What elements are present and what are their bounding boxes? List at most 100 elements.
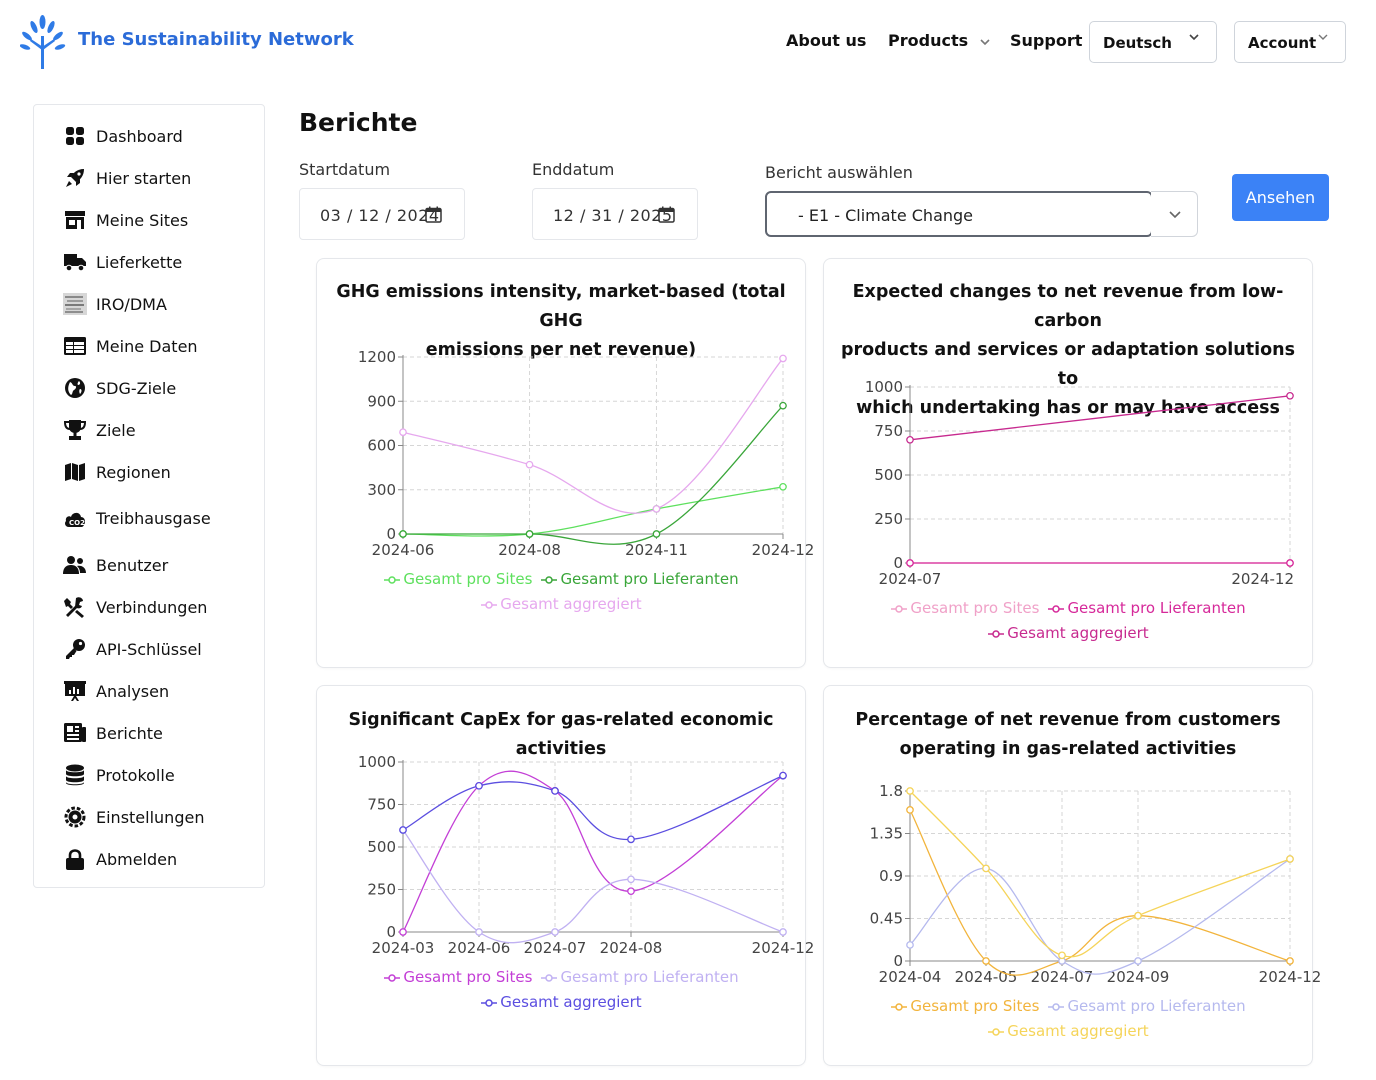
legend-item[interactable]: Gesamt pro Lieferanten [1047,994,1246,1019]
sidebar-item-meine-sites[interactable]: Meine Sites [62,207,188,233]
data-point[interactable] [652,505,661,513]
brand-name[interactable]: The Sustainability Network [78,29,354,50]
globe-icon [62,377,88,399]
chart-title: Percentage of net revenue from customers… [834,706,1302,764]
series-path [402,405,784,545]
data-point[interactable] [1058,951,1066,960]
data-point[interactable] [551,787,559,795]
sidebar-item-verbindungen[interactable]: Verbindungen [62,594,207,620]
view-report-button[interactable]: Ansehen [1232,174,1329,221]
legend-item[interactable]: Gesamt aggregiert [987,621,1149,646]
chart-grid [909,386,1291,564]
data-point[interactable] [906,559,914,567]
sidebar-item-label: Ziele [96,420,136,440]
data-point[interactable] [906,435,914,444]
data-point[interactable] [399,826,407,834]
data-point[interactable] [779,482,787,491]
nav-about-us[interactable]: About us [786,31,867,50]
sidebar-item-treibhausgase[interactable]: CO2 Treibhausgase [62,505,211,531]
legend-item[interactable]: Gesamt pro Lieferanten [1047,596,1246,621]
language-select[interactable]: Deutsch [1089,21,1217,63]
sidebar-item-protokolle[interactable]: Protokolle [62,762,175,788]
data-point[interactable] [525,460,534,469]
series-path [402,775,784,841]
data-point[interactable] [627,875,635,884]
sidebar-item-regionen[interactable]: Regionen [62,459,171,485]
sidebar-item-benutzer[interactable]: Benutzer [62,552,168,578]
chart-title: GHG emissions intensity, market-based (t… [327,278,795,365]
data-point[interactable] [551,928,559,936]
legend-item[interactable]: Gesamt aggregiert [480,990,642,1015]
legend-item[interactable]: Gesamt pro Sites [890,994,1039,1019]
data-point[interactable] [1286,559,1294,567]
report-select-toggle[interactable] [1151,191,1198,237]
sidebar-item-ziele[interactable]: Ziele [62,417,136,443]
legend-label: Gesamt aggregiert [1007,1022,1149,1040]
nav-products[interactable]: Products [888,31,991,50]
sidebar-item-meine-daten[interactable]: Meine Daten [62,333,198,359]
nav-support[interactable]: Support [1010,31,1083,50]
legend-item[interactable]: Gesamt pro Sites [383,965,532,990]
report-select[interactable]: - E1 - Climate Change [765,191,1153,237]
data-point[interactable] [779,928,787,936]
data-point[interactable] [982,957,990,965]
legend-item[interactable]: Gesamt aggregiert [987,1019,1149,1044]
sidebar-item-sdg-ziele[interactable]: SDG-Ziele [62,375,176,401]
account-menu[interactable]: Account [1234,21,1346,63]
sidebar-item-analysen[interactable]: Analysen [62,678,169,704]
table-icon [62,335,88,357]
y-tick-label: 0 [893,554,903,572]
data-point[interactable] [627,835,635,844]
x-tick-label: 2024-12 [1231,570,1294,588]
chart-card-ghg-intensity: GHG emissions intensity, market-based (t… [316,258,815,668]
sidebar-item-iro-dma[interactable]: IRO/DMA [62,291,167,317]
data-point[interactable] [1286,957,1294,965]
data-point[interactable] [475,928,483,936]
sidebar-item-abmelden[interactable]: Abmelden [62,846,177,872]
line-chart: 0 300 600 900 1200 2024-06 2024-08 2024-11 2024-… [358,348,815,559]
data-point[interactable] [906,787,914,795]
data-point[interactable] [1134,911,1142,920]
start-date-input[interactable]: 03 / 12 / 2024 [299,188,465,240]
trophy-icon [62,419,88,441]
data-point[interactable] [652,530,661,538]
logo-tree-icon[interactable] [20,14,66,70]
data-point[interactable] [982,864,990,873]
legend-item[interactable]: Gesamt aggregiert [480,592,642,617]
data-point[interactable] [779,771,787,780]
data-point[interactable] [399,530,407,538]
legend-item[interactable]: Gesamt pro Lieferanten [540,965,739,990]
legend-item[interactable]: Gesamt pro Sites [383,567,532,592]
data-point[interactable] [906,806,914,814]
sidebar-item-lieferkette[interactable]: Lieferkette [62,249,182,275]
data-point[interactable] [1286,391,1294,400]
series-path [402,770,784,933]
data-point[interactable] [779,401,787,410]
data-point[interactable] [525,530,534,538]
data-point[interactable] [906,941,914,949]
series-line [906,559,1294,567]
sidebar-item-einstellungen[interactable]: Einstellungen [62,804,204,830]
legend-label: Gesamt pro Lieferanten [560,968,739,986]
data-point[interactable] [627,887,635,896]
data-point[interactable] [779,354,787,363]
series-path [909,395,1291,441]
data-point[interactable] [1134,957,1142,965]
sidebar-item-dashboard[interactable]: Dashboard [62,123,183,149]
data-point[interactable] [1286,855,1294,863]
sidebar-item-berichte[interactable]: Berichte [62,720,163,746]
sidebar-item-hier-starten[interactable]: Hier starten [62,165,191,191]
line-chart: 0 0.45 0.9 1.35 1.8 2024-04 2024-05 2024-07 2024… [870,782,1322,986]
rocket-icon [62,167,88,189]
calendar-icon[interactable] [425,206,442,223]
data-point[interactable] [475,781,483,790]
sidebar-item-label: Lieferkette [96,252,183,272]
data-point[interactable] [399,928,407,936]
end-date-input[interactable]: 12 / 31 / 2025 [532,188,698,240]
legend-item[interactable]: Gesamt pro Sites [890,596,1039,621]
calendar-icon[interactable] [658,206,675,223]
legend-label: Gesamt pro Sites [403,570,533,588]
data-point[interactable] [399,428,407,437]
sidebar-item-api-schluessel[interactable]: API-Schlüssel [62,636,202,662]
legend-item[interactable]: Gesamt pro Lieferanten [540,567,739,592]
